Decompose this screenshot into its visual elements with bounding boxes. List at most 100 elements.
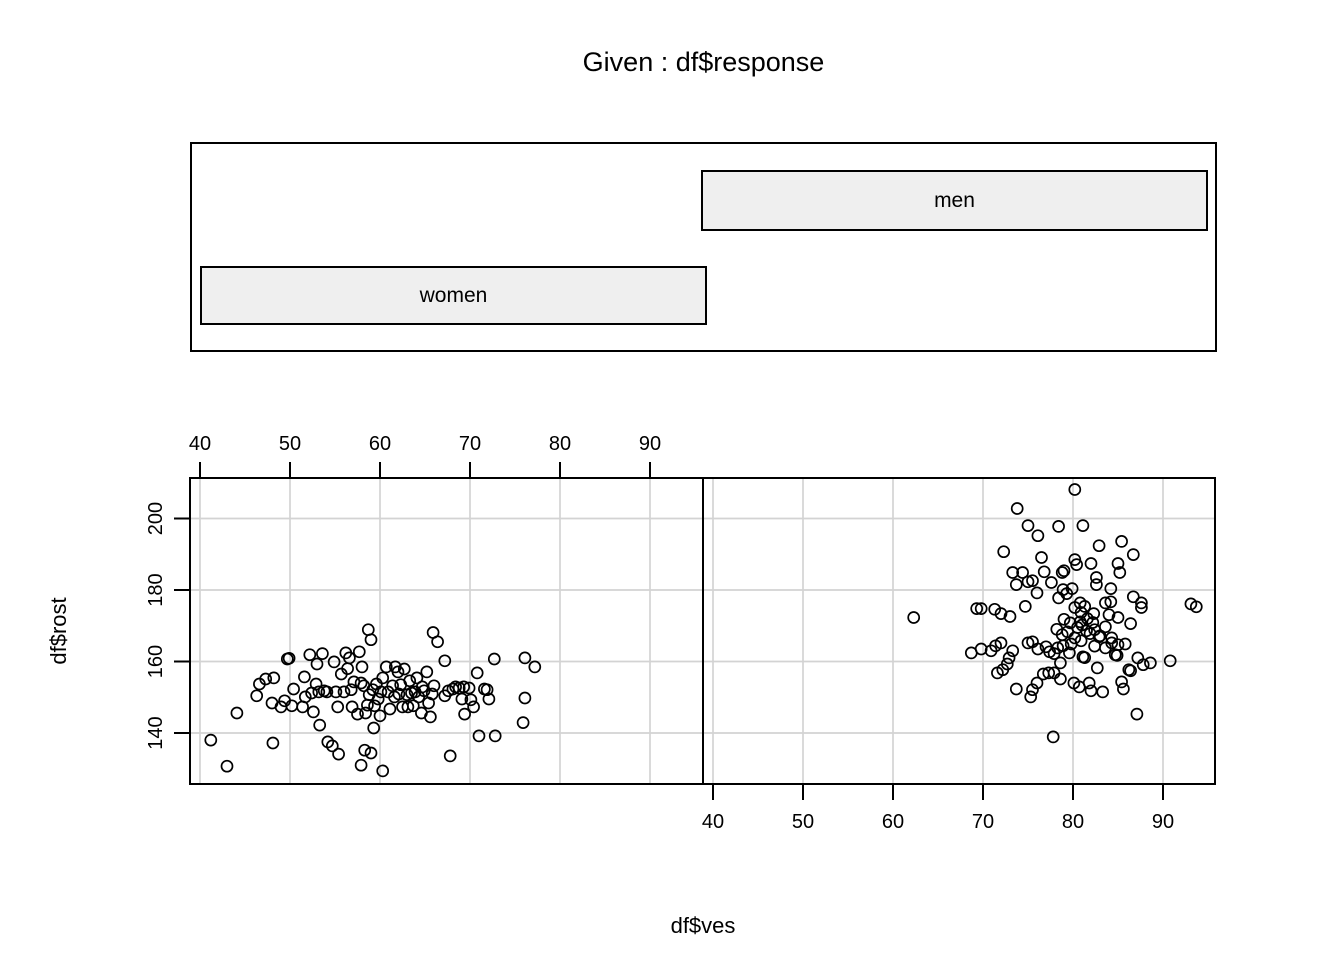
top-axis-tick-label: 90 <box>639 433 661 455</box>
data-point <box>1070 558 1083 571</box>
bottom-axis-tick-label: 60 <box>882 811 904 833</box>
data-point <box>373 709 387 723</box>
data-point <box>457 680 471 694</box>
given-bar-women: women <box>200 266 707 325</box>
data-point <box>320 685 334 699</box>
data-point <box>1018 600 1032 613</box>
data-point <box>391 665 405 679</box>
data-point <box>472 729 486 743</box>
data-point <box>1115 535 1128 548</box>
top-axis-tick-label: 60 <box>369 433 391 455</box>
data-point <box>329 685 343 699</box>
x-axis-title: df$ves <box>671 913 736 938</box>
data-point <box>298 690 312 704</box>
data-point <box>379 660 393 674</box>
top-axis-tick-label: 70 <box>459 433 481 455</box>
data-point <box>1006 644 1020 658</box>
plot-title: Given : df$response <box>582 47 825 77</box>
data-point <box>1000 657 1014 671</box>
data-point <box>1030 676 1044 690</box>
data-point <box>374 685 388 699</box>
data-point <box>528 660 542 674</box>
data-point <box>1105 636 1119 650</box>
data-point <box>410 671 424 685</box>
data-point <box>1082 676 1096 690</box>
data-point <box>1057 612 1071 626</box>
data-point <box>358 743 372 757</box>
data-point <box>1016 566 1029 579</box>
data-point <box>351 707 364 721</box>
data-point <box>974 602 988 615</box>
given-bar-label-men: men <box>934 188 975 212</box>
data-point <box>516 716 530 729</box>
data-point <box>327 655 341 669</box>
bottom-axis-tick-label: 70 <box>972 811 994 833</box>
left-axis-tick-label: 180 <box>145 573 167 606</box>
data-point <box>352 645 366 659</box>
data-point <box>1135 596 1148 610</box>
data-point <box>988 602 1002 616</box>
data-point <box>1110 649 1124 662</box>
axis-tick-labels: 40 50 60 70 80 90 40 50 60 70 80 90 140 160 180 200 <box>145 433 1174 833</box>
given-panel: men women <box>190 142 1217 352</box>
data-point <box>462 681 476 695</box>
left-axis-tick-label: 160 <box>145 645 167 678</box>
data-point <box>371 692 385 706</box>
data-point <box>354 676 368 690</box>
data-point <box>1068 483 1082 496</box>
data-points <box>204 483 1203 778</box>
data-point <box>307 705 320 719</box>
data-point <box>1050 622 1064 636</box>
data-point <box>1086 616 1100 629</box>
data-point <box>1026 683 1039 697</box>
data-point <box>1189 600 1203 614</box>
data-point <box>991 666 1004 680</box>
panel-frame <box>189 477 1216 785</box>
data-point <box>1088 639 1101 653</box>
data-point <box>1056 639 1070 653</box>
data-point <box>1105 631 1119 645</box>
left-axis-tick-label: 200 <box>145 502 167 535</box>
data-point <box>997 545 1011 559</box>
data-point <box>1090 571 1103 584</box>
data-point <box>354 758 368 772</box>
data-point <box>1009 578 1023 591</box>
data-point <box>1104 595 1118 609</box>
data-point <box>480 683 494 697</box>
data-point <box>287 682 300 696</box>
data-point <box>309 677 323 691</box>
axis-ticks <box>174 462 1164 800</box>
data-point <box>1090 661 1104 675</box>
data-point <box>1056 583 1070 596</box>
data-point <box>487 652 501 666</box>
data-point <box>383 702 397 716</box>
data-point <box>1124 617 1137 630</box>
data-point <box>1111 557 1125 570</box>
data-point <box>1136 658 1150 672</box>
data-point <box>1024 690 1038 704</box>
data-point <box>458 707 471 721</box>
data-point <box>1093 629 1107 643</box>
bottom-axis-tick-label: 40 <box>702 811 724 833</box>
data-point <box>994 636 1008 650</box>
data-point <box>316 647 329 660</box>
bottom-axis-tick-label: 80 <box>1062 811 1084 833</box>
data-point <box>376 671 390 685</box>
bottom-axis-tick-label: 90 <box>1152 811 1174 833</box>
data-point <box>1031 529 1045 543</box>
data-point <box>364 746 378 760</box>
data-point <box>420 665 434 679</box>
data-point <box>282 651 296 665</box>
data-point <box>266 736 280 750</box>
data-point <box>1126 548 1140 561</box>
data-point <box>1074 634 1088 648</box>
left-axis-tick-label: 140 <box>145 716 167 749</box>
data-point <box>1163 654 1177 668</box>
data-point <box>220 759 234 773</box>
data-point <box>267 671 281 685</box>
data-point <box>1010 502 1024 515</box>
data-point <box>364 633 378 647</box>
data-point <box>1035 551 1048 564</box>
